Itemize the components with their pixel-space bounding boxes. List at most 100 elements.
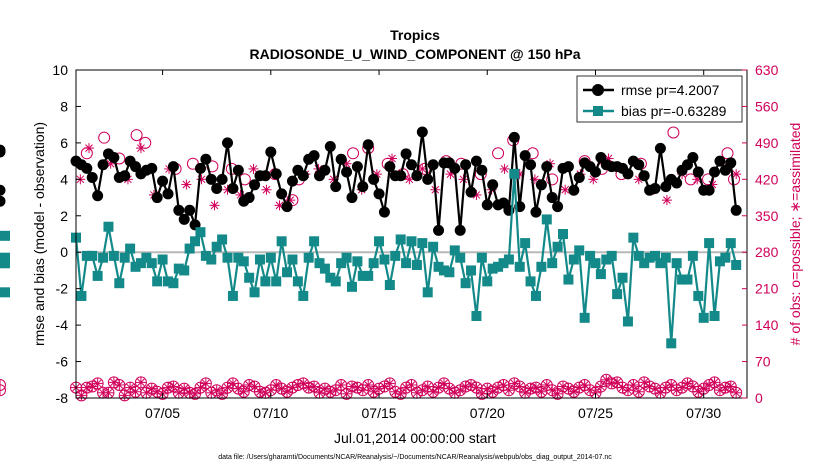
obs-assimilated-point [83, 143, 94, 154]
bias-point [390, 250, 401, 261]
bias-point [319, 263, 330, 274]
obs-possible-point [347, 147, 360, 160]
obs-assimilated-point [103, 387, 114, 398]
rmse-point [319, 164, 331, 176]
rmse-point [362, 139, 374, 151]
rmse-point [714, 155, 726, 167]
bias-point [0, 287, 10, 298]
rmse-point [308, 150, 320, 162]
bias-point [114, 278, 125, 289]
bias-point [336, 258, 347, 269]
bias-point [401, 258, 412, 269]
bias-point [119, 252, 130, 263]
y-axis-right-label: # of obs: o=possible; ∗=assimilated [787, 123, 803, 346]
rmse-point [86, 172, 98, 184]
bias-point [655, 258, 666, 269]
rmse-point [622, 168, 634, 180]
y-right-tick-label: 140 [755, 317, 779, 333]
obs-assimilated-point [471, 382, 482, 393]
rmse-point [384, 161, 396, 173]
bias-point [525, 276, 536, 287]
plot-area-frame [75, 69, 748, 399]
bias-point [395, 234, 406, 245]
rmse-point [546, 192, 558, 204]
obs-assimilated-point [200, 378, 211, 389]
bias-point [173, 263, 184, 274]
rmse-point [562, 161, 574, 173]
y-tick-label: -6 [56, 354, 69, 370]
y-tick-label: -4 [56, 317, 69, 333]
bias-point [628, 232, 639, 243]
obs-assimilated-point [671, 385, 682, 396]
obs-possible-point [492, 147, 505, 160]
y-right-tick-label: 70 [755, 354, 771, 370]
bias-point [238, 256, 249, 267]
bias-point [709, 311, 720, 321]
rmse-point [730, 204, 742, 216]
bias-point [574, 245, 585, 256]
legend-rmse-label: rmse pr=4.2007 [621, 82, 720, 98]
rmse-point [167, 161, 179, 173]
rmse-point [541, 161, 553, 173]
bias-point [379, 254, 390, 265]
bias-point [341, 252, 352, 263]
bias-point [217, 234, 228, 245]
rmse-point [368, 173, 380, 185]
rmse-point [157, 175, 169, 187]
bias-point [444, 267, 455, 278]
bias-point [590, 258, 601, 269]
bias-point [687, 250, 698, 261]
bias-point [601, 254, 612, 265]
bias-point [346, 281, 357, 292]
obs-assimilated-point [209, 200, 220, 211]
y-tick-label: 10 [52, 62, 68, 78]
obs-assimilated-point [271, 379, 282, 390]
bias-point [157, 254, 168, 265]
bias-point [644, 252, 655, 263]
rmse-point [654, 142, 666, 154]
bias-point [650, 250, 661, 261]
rmse-point [573, 172, 585, 184]
y-tick-label: 0 [60, 244, 68, 260]
bias-point [411, 259, 422, 270]
bias-point [552, 241, 563, 252]
bias-point [190, 236, 201, 247]
bias-point [671, 258, 682, 269]
rmse-point [173, 204, 185, 216]
rmse-point [568, 184, 580, 196]
obs-possible-point [632, 385, 645, 398]
obs-assimilated-point [190, 388, 201, 399]
bias-point [714, 256, 725, 267]
bias-point [433, 261, 444, 272]
bias-point [563, 274, 574, 285]
obs-assimilated-point [417, 385, 428, 396]
rmse-point [519, 150, 531, 162]
rmse-point [151, 192, 163, 204]
rmse-point [476, 164, 488, 176]
bias-point [76, 290, 87, 301]
obs-assimilated-point [76, 390, 87, 401]
y-tick-label: 2 [60, 208, 68, 224]
bias-point [455, 252, 466, 263]
bias-point [227, 290, 238, 301]
rmse-point [649, 182, 661, 194]
rmse-point [324, 141, 336, 153]
rmse-point [454, 224, 466, 236]
bias-point [179, 265, 190, 276]
y-right-tick-label: 350 [755, 208, 779, 224]
x-tick-label: 07/10 [253, 405, 288, 421]
bias-point [298, 290, 309, 301]
bias-point [0, 258, 10, 269]
obs-assimilated-point [261, 184, 272, 195]
obs-assimilated-point [725, 381, 736, 392]
obs-assimilated-point [595, 381, 606, 392]
y-tick-label: -8 [56, 390, 69, 406]
bias-point [530, 290, 541, 301]
bias-point [460, 278, 471, 289]
bias-point [509, 168, 520, 179]
obs-assimilated-point [661, 195, 672, 206]
bias-point [309, 236, 320, 247]
bias-point [579, 312, 590, 323]
legend-bias-label: bias pr=-0.63289 [621, 103, 727, 119]
bias-point [292, 276, 303, 287]
